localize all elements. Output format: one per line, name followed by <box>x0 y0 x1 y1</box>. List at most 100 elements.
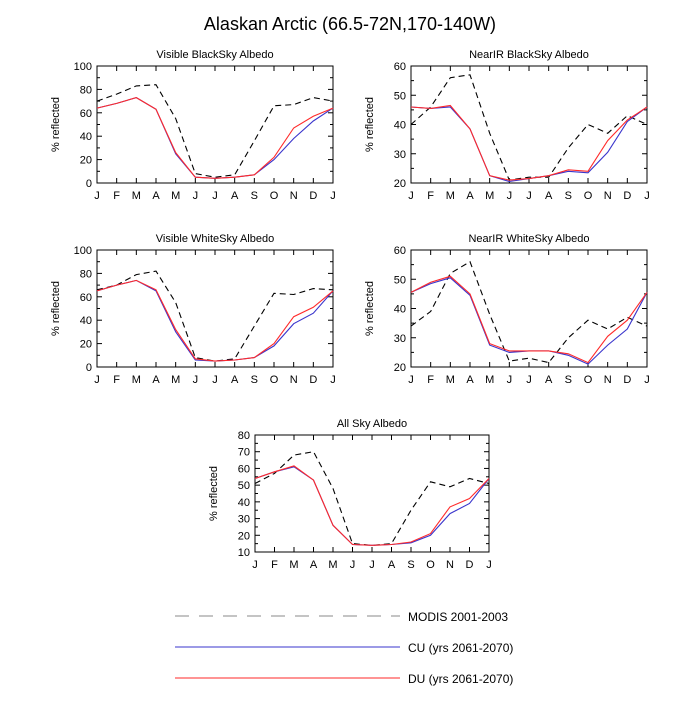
y-tick-label: 40 <box>394 304 406 316</box>
x-tick-label: D <box>466 559 474 571</box>
x-tick-label: A <box>388 559 396 571</box>
y-axis-label: % reflected <box>364 97 376 152</box>
y-tick-label: 40 <box>394 120 406 132</box>
x-tick-label: O <box>270 374 279 386</box>
y-tick-label: 60 <box>394 245 406 257</box>
y-tick-label: 40 <box>80 315 92 327</box>
x-tick-label: A <box>466 374 474 386</box>
x-tick-label: J <box>507 374 513 386</box>
x-tick-label: F <box>113 374 120 386</box>
x-tick-label: J <box>644 374 650 386</box>
series-line-cu-yrs-2061-2070 <box>96 97 334 179</box>
y-axis-label: % reflected <box>208 466 220 521</box>
y-tick-label: 30 <box>394 333 406 345</box>
series-line-du-yrs-2061-2070 <box>410 275 648 364</box>
y-tick-label: 50 <box>238 480 250 492</box>
x-tick-label: A <box>545 374 553 386</box>
x-tick-label: J <box>330 374 336 386</box>
series-line-modis-2001-2003 <box>410 74 648 181</box>
x-tick-label: A <box>231 374 239 386</box>
series-line-du-yrs-2061-2070 <box>254 465 490 546</box>
x-tick-label: J <box>94 374 100 386</box>
chart-title: NearIR WhiteSky Albedo <box>468 233 589 245</box>
x-tick-label: J <box>408 374 414 386</box>
y-tick-label: 20 <box>394 178 406 190</box>
x-tick-label: A <box>152 374 160 386</box>
x-tick-label: O <box>270 190 279 202</box>
x-tick-label: J <box>507 190 513 202</box>
x-tick-label: N <box>290 190 298 202</box>
x-tick-label: M <box>446 374 455 386</box>
x-tick-label: O <box>584 374 593 386</box>
series-line-cu-yrs-2061-2070 <box>254 466 490 546</box>
x-tick-label: M <box>171 190 180 202</box>
x-tick-label: J <box>486 559 492 571</box>
x-tick-label: M <box>485 190 494 202</box>
x-tick-label: N <box>446 559 454 571</box>
series-line-modis-2001-2003 <box>410 260 648 364</box>
x-tick-label: J <box>526 190 532 202</box>
x-tick-label: A <box>310 559 318 571</box>
plot-frame <box>96 249 334 368</box>
legend-label: DU (yrs 2061-2070) <box>408 672 513 686</box>
y-tick-label: 40 <box>80 131 92 143</box>
y-tick-label: 80 <box>238 430 250 442</box>
y-axis-label: % reflected <box>364 281 376 336</box>
x-tick-label: O <box>584 190 593 202</box>
series-line-modis-2001-2003 <box>254 451 490 546</box>
legend-item-cu-yrs-2061-2070: CU (yrs 2061-2070) <box>175 641 513 655</box>
plot-frame <box>410 249 648 368</box>
x-tick-label: M <box>446 190 455 202</box>
x-tick-label: J <box>94 190 100 202</box>
x-tick-label: D <box>309 190 317 202</box>
y-tick-label: 30 <box>394 149 406 161</box>
x-tick-label: N <box>290 374 298 386</box>
y-tick-label: 20 <box>80 339 92 351</box>
x-tick-label: J <box>408 190 414 202</box>
y-tick-label: 20 <box>394 362 406 374</box>
x-tick-label: M <box>289 559 298 571</box>
y-tick-label: 20 <box>80 155 92 167</box>
y-tick-label: 60 <box>80 108 92 120</box>
legend-item-du-yrs-2061-2070: DU (yrs 2061-2070) <box>175 672 513 686</box>
x-tick-label: S <box>251 190 258 202</box>
y-tick-label: 50 <box>394 274 406 286</box>
x-tick-label: N <box>604 190 612 202</box>
x-tick-label: J <box>212 190 218 202</box>
y-tick-label: 30 <box>238 514 250 526</box>
y-tick-label: 100 <box>74 61 92 73</box>
x-tick-label: D <box>623 190 631 202</box>
x-tick-label: F <box>271 559 278 571</box>
x-tick-label: M <box>328 559 337 571</box>
x-tick-label: S <box>251 374 258 386</box>
x-tick-label: M <box>132 374 141 386</box>
x-tick-label: S <box>565 190 572 202</box>
y-tick-label: 80 <box>80 84 92 96</box>
plot-frame <box>254 434 490 553</box>
y-tick-label: 40 <box>238 497 250 509</box>
y-tick-label: 100 <box>74 245 92 257</box>
chart-title: Visible BlackSky Albedo <box>156 49 273 61</box>
y-tick-label: 0 <box>86 362 92 374</box>
series-line-du-yrs-2061-2070 <box>410 104 648 181</box>
x-tick-label: F <box>427 374 434 386</box>
series-line-du-yrs-2061-2070 <box>96 279 334 362</box>
x-tick-label: A <box>152 190 160 202</box>
x-tick-label: J <box>252 559 258 571</box>
x-tick-label: J <box>644 190 650 202</box>
legend-item-modis-2001-2003: MODIS 2001-2003 <box>175 610 508 624</box>
y-tick-label: 60 <box>394 61 406 73</box>
x-tick-label: J <box>526 374 532 386</box>
series-line-cu-yrs-2061-2070 <box>410 106 648 183</box>
x-tick-label: A <box>466 190 474 202</box>
x-tick-label: M <box>132 190 141 202</box>
x-tick-label: J <box>350 559 356 571</box>
x-tick-label: J <box>330 190 336 202</box>
legend-label: CU (yrs 2061-2070) <box>408 641 513 655</box>
x-tick-label: S <box>565 374 572 386</box>
